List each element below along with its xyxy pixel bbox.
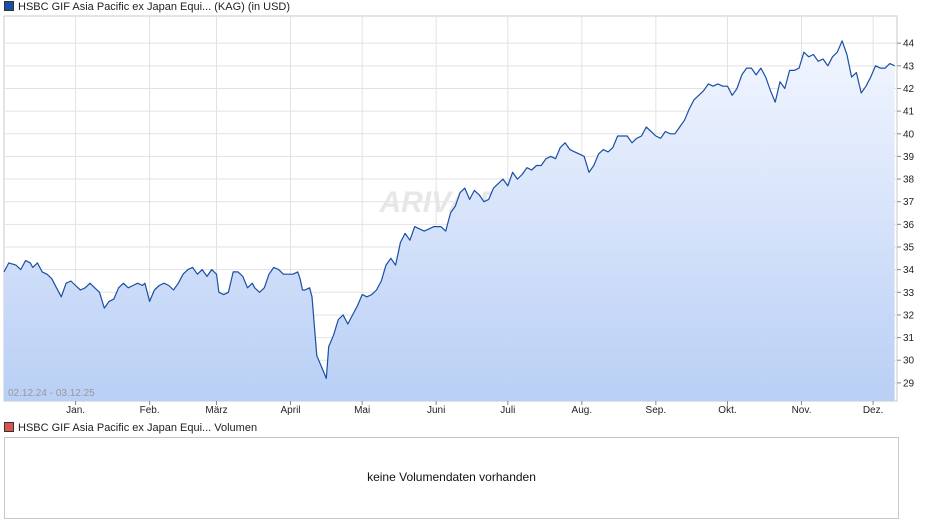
y-tick-label: 31 [903, 333, 915, 344]
y-tick-label: 44 [903, 39, 915, 50]
volume-legend-swatch [4, 422, 14, 432]
x-tick-label: Aug. [572, 405, 593, 416]
y-tick-label: 36 [903, 220, 915, 231]
x-tick-label: Nov. [792, 405, 812, 416]
x-tick-label: Juli [500, 405, 515, 416]
volume-panel: keine Volumendaten vorhanden [4, 437, 899, 519]
no-volume-message: keine Volumendaten vorhanden [367, 470, 536, 484]
y-tick-label: 39 [903, 152, 915, 163]
x-tick-label: Juni [427, 405, 445, 416]
y-tick-label: 43 [903, 61, 915, 72]
x-tick-label: Mai [354, 405, 370, 416]
price-area [4, 40, 895, 402]
date-range-label: 02.12.24 - 03.12.25 [8, 388, 95, 399]
y-tick-label: 34 [903, 265, 915, 276]
price-line [3, 40, 895, 379]
volume-legend: HSBC GIF Asia Pacific ex Japan Equi... V… [4, 421, 257, 435]
y-tick-label: 40 [903, 129, 915, 140]
y-tick-label: 29 [903, 378, 915, 389]
x-tick-label: Feb. [140, 405, 160, 416]
y-tick-label: 42 [903, 84, 915, 95]
y-tick-label: 38 [903, 175, 915, 186]
price-legend-label: HSBC GIF Asia Pacific ex Japan Equi... (… [18, 1, 291, 13]
volume-legend-label: HSBC GIF Asia Pacific ex Japan Equi... V… [18, 422, 258, 434]
price-legend-swatch [4, 1, 14, 11]
x-tick-label: Sep. [646, 405, 667, 416]
x-tick-label: April [281, 405, 301, 416]
y-tick-label: 32 [903, 310, 915, 321]
x-tick-label: Dez. [863, 405, 884, 416]
x-tick-label: März [205, 405, 227, 416]
price-chart: 29 30 31 32 33 34 35 36 37 38 39 40 41 42 43 44 Jan. Feb.… [3, 15, 915, 416]
x-tick-label: Jan. [66, 405, 85, 416]
y-tick-label: 35 [903, 243, 915, 254]
price-legend: HSBC GIF Asia Pacific ex Japan Equi... (… [4, 0, 290, 14]
y-tick-label: 30 [903, 356, 915, 367]
y-tick-label: 41 [903, 107, 915, 118]
y-tick-label: 33 [903, 288, 915, 299]
y-tick-label: 37 [903, 197, 915, 208]
x-tick-label: Okt. [718, 405, 736, 416]
